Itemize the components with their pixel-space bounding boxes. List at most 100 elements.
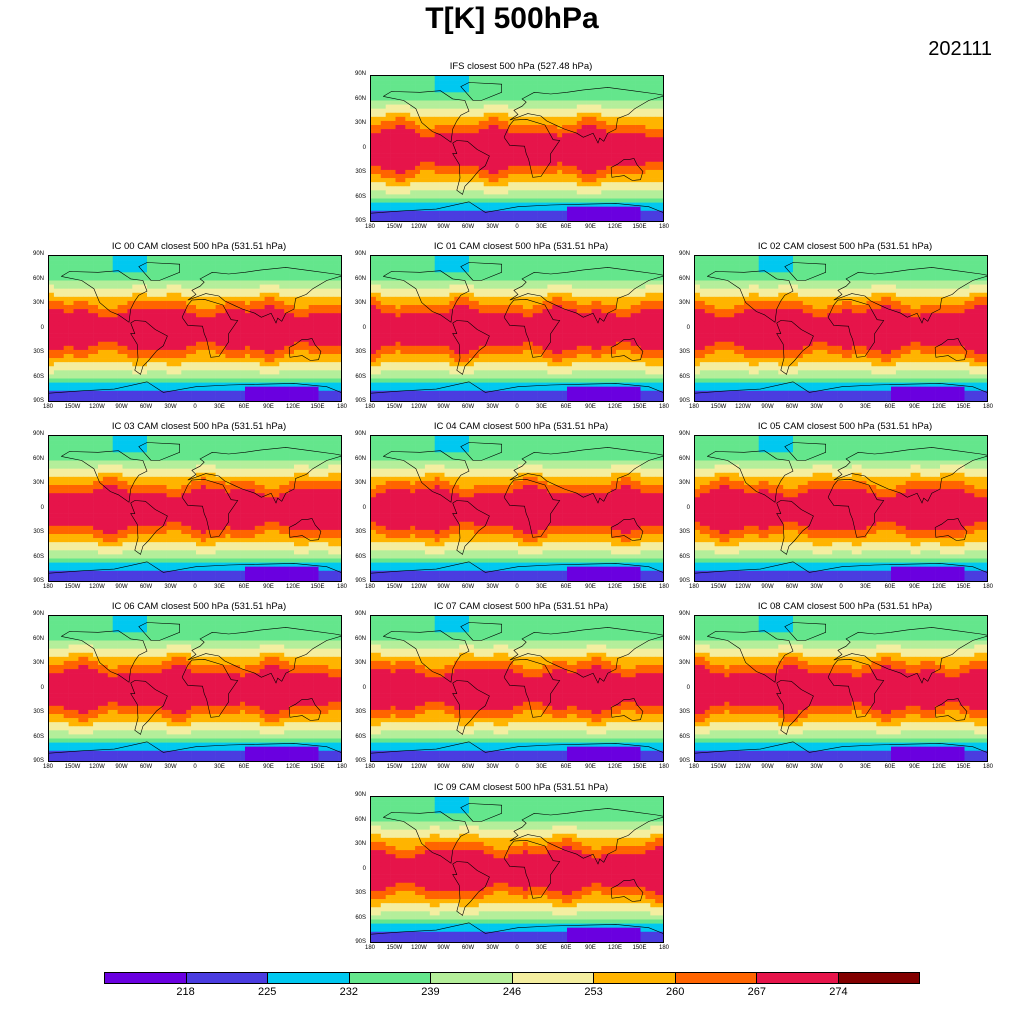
temperature-cell	[313, 260, 319, 265]
temperature-cell	[53, 370, 60, 375]
temperature-cell	[308, 394, 314, 400]
temperature-cell	[313, 288, 319, 294]
temperature-cell	[424, 210, 431, 216]
temperature-cell	[338, 362, 341, 367]
temperature-cell	[655, 186, 661, 191]
temperature-cell	[93, 296, 99, 302]
temperature-cell	[318, 296, 324, 302]
temperature-cell	[483, 165, 489, 171]
temperature-cell	[424, 218, 431, 221]
temperature-cell	[640, 92, 646, 97]
temperature-cell	[410, 76, 416, 81]
temperature-cell	[176, 260, 182, 265]
temperature-cell	[210, 288, 216, 294]
temperature-cell	[483, 288, 489, 294]
temperature-cell	[53, 329, 60, 334]
temperature-cell	[420, 190, 426, 195]
temperature-cell	[635, 202, 641, 207]
temperature-cell	[518, 264, 524, 269]
temperature-cell	[420, 276, 426, 281]
temperature-cell	[616, 104, 622, 109]
temperature-cell	[107, 313, 113, 318]
temperature-cell	[259, 280, 265, 285]
temperature-cell	[88, 300, 94, 306]
temperature-cell	[478, 268, 484, 273]
temperature-cell	[434, 153, 440, 158]
temperature-cell	[552, 169, 558, 175]
temperature-cell	[112, 268, 118, 273]
temperature-cell	[620, 214, 627, 220]
temperature-cell	[562, 129, 568, 134]
temperature-cell	[537, 88, 543, 93]
temperature-cell	[454, 125, 460, 130]
temperature-cell	[586, 218, 592, 221]
temperature-cell	[591, 182, 597, 187]
temperature-cell	[522, 153, 529, 158]
temperature-cell	[415, 100, 421, 105]
temperature-cell	[49, 300, 55, 306]
temperature-cell	[318, 317, 324, 322]
temperature-cell	[147, 313, 153, 318]
temperature-cell	[88, 305, 94, 310]
temperature-cell	[557, 210, 563, 216]
temperature-cell	[567, 92, 573, 97]
temperature-cell	[454, 104, 460, 109]
temperature-cell	[259, 370, 265, 375]
temperature-cell	[586, 288, 592, 294]
temperature-cell	[279, 296, 285, 302]
temperature-cell	[112, 313, 118, 318]
temperature-cell	[552, 256, 558, 261]
temperature-cell	[156, 382, 162, 387]
temperature-cell	[93, 374, 99, 379]
temperature-cell	[464, 210, 470, 216]
temperature-cell	[567, 288, 573, 294]
lon-tick-label: 30E	[214, 404, 225, 410]
panel-title: IC 00 CAM closest 500 hPa (531.51 hPa)	[24, 241, 374, 253]
temperature-cell	[112, 296, 118, 302]
temperature-cell	[655, 256, 661, 261]
temperature-cell	[53, 374, 60, 379]
temperature-cell	[586, 260, 592, 265]
temperature-cell	[328, 370, 334, 375]
temperature-cell	[254, 374, 260, 379]
temperature-cell	[488, 100, 494, 105]
temperature-cell	[581, 157, 587, 163]
temperature-cell	[537, 260, 543, 265]
temperature-cell	[581, 125, 587, 130]
temperature-cell	[78, 329, 84, 334]
temperature-cell	[98, 284, 104, 289]
temperature-cell	[459, 165, 465, 171]
temperature-cell	[137, 260, 143, 265]
temperature-cell	[245, 260, 251, 265]
temperature-cell	[498, 276, 504, 281]
temperature-cell	[191, 260, 197, 265]
temperature-cell	[137, 256, 143, 261]
temperature-cell	[537, 202, 543, 207]
temperature-cell	[371, 292, 377, 298]
temperature-cell	[586, 76, 592, 81]
temperature-cell	[508, 161, 514, 167]
temperature-cell	[596, 260, 602, 265]
temperature-cell	[338, 349, 341, 355]
temperature-cell	[429, 80, 435, 85]
temperature-cell	[493, 174, 499, 179]
temperature-cell	[220, 398, 226, 401]
temperature-cell	[645, 276, 651, 281]
temperature-cell	[49, 256, 55, 261]
temperature-cell	[78, 305, 84, 310]
temperature-cell	[488, 256, 494, 261]
temperature-cell	[298, 300, 305, 306]
temperature-cell	[576, 141, 582, 146]
temperature-cell	[102, 374, 109, 379]
temperature-cell	[571, 268, 578, 273]
temperature-cell	[493, 186, 499, 191]
temperature-cell	[380, 260, 386, 265]
temperature-cell	[571, 104, 578, 109]
temperature-cell	[640, 194, 646, 199]
temperature-cell	[513, 104, 519, 109]
temperature-cell	[380, 186, 386, 191]
temperature-cell	[73, 354, 79, 359]
temperature-cell	[645, 141, 651, 146]
temperature-cell	[562, 112, 568, 118]
temperature-cell	[215, 272, 221, 277]
